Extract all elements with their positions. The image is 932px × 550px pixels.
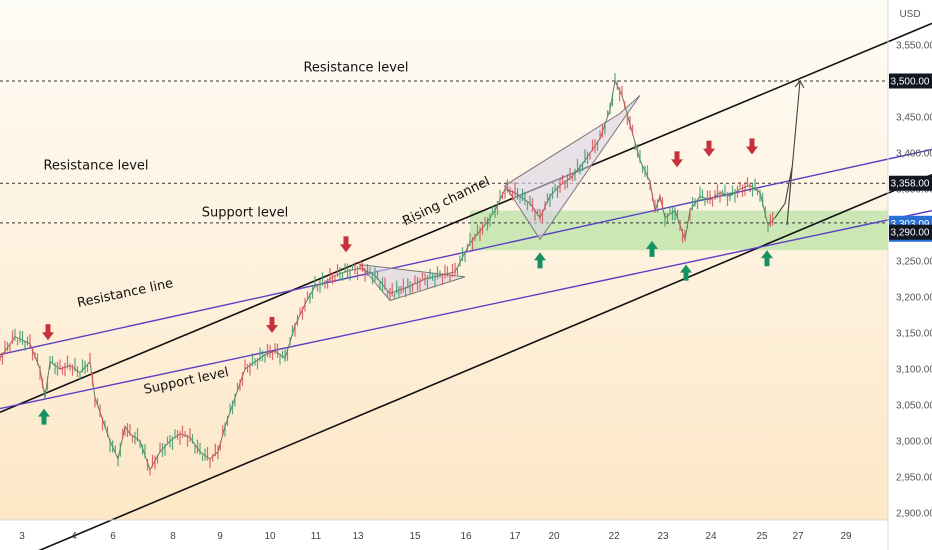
down-arrow-icon [671,151,683,168]
support-line [0,209,932,410]
x-tick-label: 17 [509,531,521,542]
x-tick-label: 20 [548,531,560,542]
up-arrow-icon [646,240,658,257]
price-tag [889,73,932,89]
plot-background [0,0,888,520]
price-tag-label: 3,358.00 [891,179,930,190]
x-tick-label: 10 [264,531,276,542]
x-tick-label: 6 [110,531,116,542]
x-tick-label: 13 [352,531,364,542]
y-tick-label: 2,950.00 [896,473,932,484]
time-axis-background [0,520,932,550]
down-arrow-icon [746,138,758,155]
y-tick-label: 2,900.00 [896,509,932,520]
currency-label: USD [899,9,920,20]
resistance-line [0,148,932,356]
annotation-label: Support level [202,205,288,220]
channel-lower-line [38,173,932,550]
x-tick-label: 11 [311,531,322,542]
up-arrow-icon [761,250,773,267]
up-arrow-icon [680,264,692,281]
x-tick-label: 25 [756,531,768,542]
price-axis-background [888,0,932,550]
up-arrow-icon [38,408,50,425]
up-arrow-icon [534,252,546,269]
y-tick-label: 3,200.00 [896,293,932,304]
down-arrow-icon [340,236,352,253]
x-tick-label: 22 [608,531,620,542]
price-tag-label: 3,303.09 [891,219,930,230]
x-tick-label: 16 [460,531,472,542]
down-arrow-icon [266,317,278,333]
price-tag [889,175,932,191]
annotation-label: Resistance level [303,61,408,76]
x-tick-label: 9 [217,531,223,542]
y-tick-label: 3,150.00 [896,329,932,340]
x-tick-label: 8 [170,531,176,542]
x-tick-label: 27 [792,531,804,542]
x-tick-label: 4 [71,531,77,542]
annotation-label: Resistance level [43,159,148,174]
y-tick-label: 3,450.00 [896,113,932,124]
x-tick-label: 29 [840,531,852,542]
x-tick-label: 3 [19,531,25,542]
price-tag-label: 3,290.00 [891,228,930,239]
y-tick-label: 3,000.00 [896,437,932,448]
down-arrow-icon [42,324,54,341]
price-tag [889,224,932,240]
projection-arrowhead [794,80,805,89]
y-tick-label: 3,050.00 [896,401,932,412]
down-arrow-icon [703,140,715,157]
x-tick-label: 24 [705,531,717,542]
y-tick-label: 3,400.00 [896,149,932,160]
x-tick-label: 15 [409,531,421,542]
channel-upper-line [0,22,932,413]
y-tick-label: 3,250.00 [896,257,932,268]
x-tick-label: 23 [657,531,669,542]
y-tick-label: 3,100.00 [896,365,932,376]
wedge-pattern [504,95,641,241]
y-tick-label: 3,550.00 [896,41,932,52]
projection-path [774,80,801,226]
price-tag-label: 3,500.00 [891,77,930,88]
